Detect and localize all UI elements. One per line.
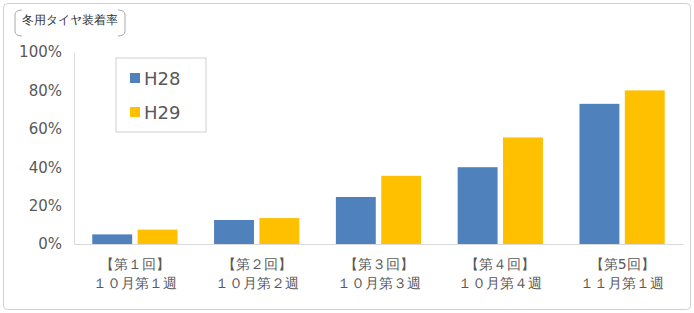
- x-tick-label: 【第２回】 １０月第２週: [215, 256, 299, 291]
- x-tick-label-line: １１月第１週: [580, 275, 664, 291]
- x-tick-label: 【第４回】 １０月第４週: [458, 256, 542, 291]
- x-tick: 【第３回】 １０月第３週: [337, 244, 421, 291]
- x-tick: 【第5回】 １１月第１週: [580, 244, 664, 291]
- legend: H28 H29: [116, 58, 206, 132]
- y-tick-label: 80%: [29, 82, 62, 100]
- x-tick-label: 【第5回】 １１月第１週: [580, 256, 664, 291]
- frame: [4, 4, 691, 310]
- x-tick-label-line: 【第３回】: [344, 256, 414, 272]
- bars: [92, 90, 664, 244]
- x-tick-label: 【第１回】 １０月第１週: [93, 256, 177, 291]
- y-axis-title: 冬用タイヤ装着率: [22, 13, 118, 27]
- y-tick-label: 0%: [38, 235, 62, 253]
- bar: [579, 104, 619, 244]
- legend-label: H29: [144, 102, 180, 123]
- bar: [625, 90, 665, 244]
- bracket: [118, 10, 125, 36]
- bar: [336, 197, 376, 244]
- y-tick-label: 100%: [19, 43, 62, 61]
- bar: [138, 230, 178, 244]
- bar: [259, 218, 299, 244]
- y-tick-label: 60%: [29, 120, 62, 138]
- bar: [214, 220, 254, 244]
- legend-box: [116, 58, 206, 132]
- x-axis: 【第１回】 １０月第１週 【第２回】 １０月第２週 【第３回】 １０月第３週 【第４回】 １０…: [75, 244, 684, 291]
- x-tick-label-line: 【第２回】: [222, 256, 292, 272]
- x-tick: 【第１回】 １０月第１週: [93, 244, 177, 291]
- y-tick-label: 40%: [29, 159, 62, 177]
- x-tick-label-line: １０月第４週: [458, 275, 542, 291]
- legend-swatch: [130, 73, 140, 83]
- x-tick: 【第４回】 １０月第４週: [458, 244, 542, 291]
- y-tick: 80%: [29, 82, 74, 100]
- y-axis: 0% 20% 40% 60% 80% 100%: [19, 43, 74, 253]
- x-axis-line: [75, 244, 684, 245]
- x-tick-label-line: １０月第１週: [93, 275, 177, 291]
- bracket: [15, 10, 22, 36]
- y-tick: 40%: [29, 159, 74, 177]
- x-tick-label: 【第３回】 １０月第３週: [337, 256, 421, 291]
- x-tick: 【第２回】 １０月第２週: [215, 244, 299, 291]
- x-tick-label-line: １０月第２週: [215, 275, 299, 291]
- y-tick: 100%: [19, 43, 74, 61]
- x-tick-label-line: 【第１回】: [100, 256, 170, 272]
- legend-swatch: [130, 107, 140, 117]
- y-tick: 20%: [29, 197, 74, 215]
- y-axis-line: [74, 53, 75, 245]
- legend-label: H28: [144, 68, 180, 89]
- y-tick-label: 20%: [29, 197, 62, 215]
- chart: 0% 20% 40% 60% 80% 100% 【第１回】 １０月第１週 【第２回】 １０月第２週…: [0, 0, 694, 313]
- x-tick-label-line: 【第４回】: [465, 256, 535, 272]
- y-tick: 60%: [29, 120, 74, 138]
- bar: [503, 137, 543, 244]
- bar: [92, 234, 132, 244]
- y-tick: 0%: [38, 235, 74, 253]
- bar: [381, 176, 421, 244]
- bar: [458, 167, 498, 244]
- x-tick-label-line: １０月第３週: [337, 275, 421, 291]
- x-tick-label-line: 【第5回】: [590, 256, 655, 272]
- y-label-box: 冬用タイヤ装着率: [15, 10, 125, 36]
